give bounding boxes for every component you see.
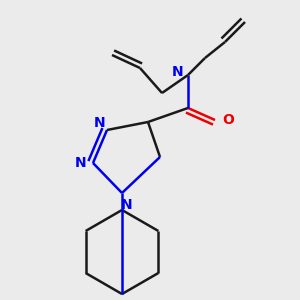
Text: N: N	[121, 198, 133, 212]
Text: N: N	[94, 116, 106, 130]
Text: N: N	[172, 65, 184, 79]
Text: N: N	[75, 156, 87, 170]
Text: O: O	[222, 113, 234, 127]
